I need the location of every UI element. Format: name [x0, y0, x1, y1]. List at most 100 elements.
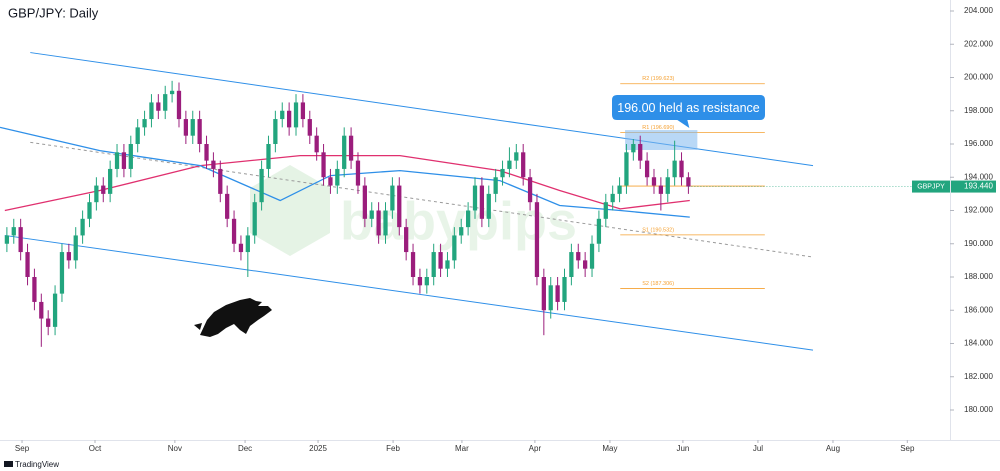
moving-average [4, 154, 690, 212]
candle-body [486, 193, 491, 219]
symbol-tag [912, 180, 950, 193]
candle-body [583, 260, 588, 269]
candle-body [32, 277, 37, 302]
candle-body [190, 119, 195, 136]
footer: TradingView [15, 460, 59, 469]
candle-body [679, 160, 684, 178]
candle-body [527, 177, 533, 203]
candle-body [149, 102, 154, 120]
watermark: babypips [340, 191, 577, 251]
price-tag [951, 180, 996, 193]
candle-body [610, 193, 615, 203]
candle-body [617, 185, 622, 194]
y-tick-label: 200.000 [964, 73, 993, 82]
candle-body [514, 152, 519, 161]
candle-body [259, 168, 264, 203]
y-tick-label: 180.000 [964, 405, 993, 414]
candle-body [4, 235, 10, 244]
candle-body [252, 202, 257, 236]
candle-body [46, 318, 51, 327]
last-price: 193.440 [964, 182, 993, 191]
y-tick-label: 186.000 [964, 305, 993, 314]
candle-body [25, 252, 30, 277]
x-tick-label: Sep [15, 444, 30, 453]
candle-body [459, 227, 464, 236]
candle-body [142, 119, 147, 128]
candle-body [80, 218, 85, 236]
candle-body [548, 285, 553, 311]
candle-body [493, 177, 498, 194]
candle-body [383, 210, 388, 236]
candle-body [225, 193, 230, 219]
candle-body [238, 243, 244, 253]
candle-body [39, 301, 44, 319]
candle-body [410, 252, 416, 277]
pivot-label: R1 (196.690) [642, 125, 674, 131]
candle-body [73, 235, 78, 261]
candle-body [114, 152, 120, 169]
candle-body [94, 185, 99, 203]
candle-body [555, 285, 560, 302]
resistance-zone [625, 130, 698, 150]
chart-title: GBP/JPY: Daily [8, 5, 99, 20]
moving-average [0, 126, 690, 218]
candle-body [11, 227, 16, 236]
candle-body [472, 185, 478, 211]
tradingview-logo: TradingView [4, 460, 59, 469]
x-tick-label: Mar [455, 444, 469, 453]
bull-icon [194, 298, 272, 337]
pivot-label: R2 (199.623) [642, 76, 674, 82]
candle-body [521, 152, 526, 178]
candle-body [452, 235, 457, 261]
candle-body [672, 160, 677, 178]
candle-body [273, 119, 278, 144]
y-tick-label: 192.000 [964, 206, 993, 215]
x-tick-label: Oct [89, 444, 102, 453]
candle-body [431, 252, 436, 277]
candle-body [87, 202, 92, 219]
candle-body [638, 144, 643, 161]
candle-body [342, 135, 347, 169]
candle-body [314, 135, 319, 153]
candle-body [369, 210, 374, 219]
candle-body [603, 202, 608, 219]
candle-body [376, 210, 381, 236]
candle-body [156, 102, 161, 111]
candle-body [218, 168, 223, 194]
candle-body [59, 252, 65, 294]
y-tick-label: 202.000 [964, 39, 993, 48]
y-tick-label: 190.000 [964, 239, 993, 248]
x-tick-label: Feb [386, 444, 400, 453]
candle-body [163, 94, 168, 111]
candle-body [397, 185, 402, 228]
candle-body [355, 160, 361, 186]
x-tick-label: Jul [753, 444, 763, 453]
channel-line [4, 234, 814, 351]
candle-body [686, 177, 691, 187]
y-tick-label: 182.000 [964, 372, 993, 381]
candle-body [293, 102, 299, 128]
candle-body [417, 277, 423, 286]
x-tick-label: May [602, 444, 617, 453]
x-tick-label: 2025 [309, 444, 327, 453]
candle-body [665, 177, 670, 194]
y-tick-label: 198.000 [964, 106, 993, 115]
candle-body [266, 144, 271, 169]
y-tick-label: 194.000 [964, 172, 993, 181]
candle-body [445, 260, 450, 269]
candle-body [211, 160, 216, 169]
y-tick-label: 188.000 [964, 272, 993, 281]
candle-body [197, 119, 202, 144]
candle-body [631, 144, 636, 153]
candle-body [231, 218, 237, 244]
candle-body [589, 243, 595, 269]
y-tick-label: 184.000 [964, 339, 993, 348]
watermark-hexagon [250, 165, 330, 256]
candle-body [176, 90, 182, 120]
candle-body [507, 160, 512, 169]
candle-body [280, 110, 285, 120]
pivot-label: S1 (190.532) [642, 227, 674, 233]
x-tick-label: Apr [529, 444, 542, 453]
candle-body [362, 185, 367, 219]
